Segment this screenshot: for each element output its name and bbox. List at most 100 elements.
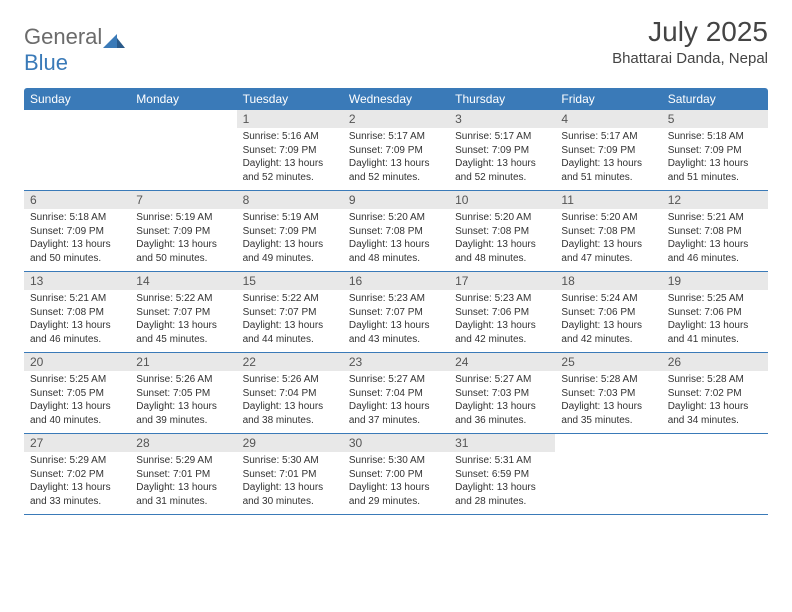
day-cell: 22Sunrise: 5:26 AMSunset: 7:04 PMDayligh… [237,353,343,434]
day-number: 29 [237,434,343,452]
day-cell: 3Sunrise: 5:17 AMSunset: 7:09 PMDaylight… [449,110,555,191]
week-row: 13Sunrise: 5:21 AMSunset: 7:08 PMDayligh… [24,272,768,353]
day-cell [24,110,130,191]
location: Bhattarai Danda, Nepal [612,50,768,67]
day-details: Sunrise: 5:26 AMSunset: 7:04 PMDaylight:… [237,371,343,433]
day-cell: 11Sunrise: 5:20 AMSunset: 7:08 PMDayligh… [555,191,661,272]
calendar-table: SundayMondayTuesdayWednesdayThursdayFrid… [24,88,768,515]
day-number: 9 [343,191,449,209]
day-cell: 6Sunrise: 5:18 AMSunset: 7:09 PMDaylight… [24,191,130,272]
day-number: 28 [130,434,236,452]
day-details: Sunrise: 5:20 AMSunset: 7:08 PMDaylight:… [555,209,661,271]
day-cell: 24Sunrise: 5:27 AMSunset: 7:03 PMDayligh… [449,353,555,434]
day-number: 30 [343,434,449,452]
logo-text: GeneralBlue [24,24,125,76]
day-details: Sunrise: 5:26 AMSunset: 7:05 PMDaylight:… [130,371,236,433]
day-details: Sunrise: 5:30 AMSunset: 7:00 PMDaylight:… [343,452,449,514]
day-number: 25 [555,353,661,371]
day-number: 5 [662,110,768,128]
day-details: Sunrise: 5:30 AMSunset: 7:01 PMDaylight:… [237,452,343,514]
day-details: Sunrise: 5:25 AMSunset: 7:05 PMDaylight:… [24,371,130,433]
day-cell: 29Sunrise: 5:30 AMSunset: 7:01 PMDayligh… [237,434,343,515]
day-details: Sunrise: 5:23 AMSunset: 7:07 PMDaylight:… [343,290,449,352]
day-number: 24 [449,353,555,371]
week-row: 1Sunrise: 5:16 AMSunset: 7:09 PMDaylight… [24,110,768,191]
day-details: Sunrise: 5:29 AMSunset: 7:01 PMDaylight:… [130,452,236,514]
day-details: Sunrise: 5:17 AMSunset: 7:09 PMDaylight:… [343,128,449,190]
day-details: Sunrise: 5:17 AMSunset: 7:09 PMDaylight:… [449,128,555,190]
day-number: 3 [449,110,555,128]
day-cell: 30Sunrise: 5:30 AMSunset: 7:00 PMDayligh… [343,434,449,515]
day-details: Sunrise: 5:28 AMSunset: 7:03 PMDaylight:… [555,371,661,433]
day-cell: 15Sunrise: 5:22 AMSunset: 7:07 PMDayligh… [237,272,343,353]
day-cell: 16Sunrise: 5:23 AMSunset: 7:07 PMDayligh… [343,272,449,353]
day-number: 7 [130,191,236,209]
day-details: Sunrise: 5:25 AMSunset: 7:06 PMDaylight:… [662,290,768,352]
day-cell: 9Sunrise: 5:20 AMSunset: 7:08 PMDaylight… [343,191,449,272]
day-header-thursday: Thursday [449,88,555,110]
day-header-saturday: Saturday [662,88,768,110]
day-cell: 17Sunrise: 5:23 AMSunset: 7:06 PMDayligh… [449,272,555,353]
day-number: 23 [343,353,449,371]
day-number: 18 [555,272,661,290]
day-cell: 27Sunrise: 5:29 AMSunset: 7:02 PMDayligh… [24,434,130,515]
day-cell: 20Sunrise: 5:25 AMSunset: 7:05 PMDayligh… [24,353,130,434]
week-row: 27Sunrise: 5:29 AMSunset: 7:02 PMDayligh… [24,434,768,515]
day-details: Sunrise: 5:24 AMSunset: 7:06 PMDaylight:… [555,290,661,352]
day-cell: 21Sunrise: 5:26 AMSunset: 7:05 PMDayligh… [130,353,236,434]
day-cell: 28Sunrise: 5:29 AMSunset: 7:01 PMDayligh… [130,434,236,515]
day-number: 15 [237,272,343,290]
day-cell: 10Sunrise: 5:20 AMSunset: 7:08 PMDayligh… [449,191,555,272]
day-details: Sunrise: 5:27 AMSunset: 7:03 PMDaylight:… [449,371,555,433]
day-number: 2 [343,110,449,128]
day-header-sunday: Sunday [24,88,130,110]
day-cell: 31Sunrise: 5:31 AMSunset: 6:59 PMDayligh… [449,434,555,515]
logo-text-blue: Blue [24,50,68,75]
day-details: Sunrise: 5:20 AMSunset: 7:08 PMDaylight:… [343,209,449,271]
day-details: Sunrise: 5:18 AMSunset: 7:09 PMDaylight:… [24,209,130,271]
day-cell: 18Sunrise: 5:24 AMSunset: 7:06 PMDayligh… [555,272,661,353]
day-number: 6 [24,191,130,209]
day-number: 8 [237,191,343,209]
day-number: 26 [662,353,768,371]
day-header-wednesday: Wednesday [343,88,449,110]
day-cell: 1Sunrise: 5:16 AMSunset: 7:09 PMDaylight… [237,110,343,191]
day-cell: 19Sunrise: 5:25 AMSunset: 7:06 PMDayligh… [662,272,768,353]
day-number: 16 [343,272,449,290]
day-number: 12 [662,191,768,209]
day-details: Sunrise: 5:18 AMSunset: 7:09 PMDaylight:… [662,128,768,190]
day-number: 4 [555,110,661,128]
day-details: Sunrise: 5:17 AMSunset: 7:09 PMDaylight:… [555,128,661,190]
week-row: 6Sunrise: 5:18 AMSunset: 7:09 PMDaylight… [24,191,768,272]
day-details: Sunrise: 5:19 AMSunset: 7:09 PMDaylight:… [237,209,343,271]
day-cell [662,434,768,515]
day-number: 22 [237,353,343,371]
day-cell [555,434,661,515]
day-cell [130,110,236,191]
day-number: 20 [24,353,130,371]
day-details: Sunrise: 5:16 AMSunset: 7:09 PMDaylight:… [237,128,343,190]
day-header-friday: Friday [555,88,661,110]
day-details: Sunrise: 5:22 AMSunset: 7:07 PMDaylight:… [237,290,343,352]
day-header-tuesday: Tuesday [237,88,343,110]
day-number: 1 [237,110,343,128]
day-number: 19 [662,272,768,290]
title-block: July 2025 Bhattarai Danda, Nepal [612,16,768,67]
logo-icon [103,30,125,46]
month-title: July 2025 [612,16,768,48]
day-details: Sunrise: 5:19 AMSunset: 7:09 PMDaylight:… [130,209,236,271]
logo: GeneralBlue [24,16,125,76]
day-cell: 26Sunrise: 5:28 AMSunset: 7:02 PMDayligh… [662,353,768,434]
day-cell: 13Sunrise: 5:21 AMSunset: 7:08 PMDayligh… [24,272,130,353]
day-cell: 23Sunrise: 5:27 AMSunset: 7:04 PMDayligh… [343,353,449,434]
day-number: 21 [130,353,236,371]
day-cell: 12Sunrise: 5:21 AMSunset: 7:08 PMDayligh… [662,191,768,272]
day-number: 14 [130,272,236,290]
day-cell: 2Sunrise: 5:17 AMSunset: 7:09 PMDaylight… [343,110,449,191]
day-cell: 8Sunrise: 5:19 AMSunset: 7:09 PMDaylight… [237,191,343,272]
day-number: 31 [449,434,555,452]
day-details: Sunrise: 5:31 AMSunset: 6:59 PMDaylight:… [449,452,555,514]
day-header-row: SundayMondayTuesdayWednesdayThursdayFrid… [24,88,768,110]
week-row: 20Sunrise: 5:25 AMSunset: 7:05 PMDayligh… [24,353,768,434]
day-cell: 7Sunrise: 5:19 AMSunset: 7:09 PMDaylight… [130,191,236,272]
